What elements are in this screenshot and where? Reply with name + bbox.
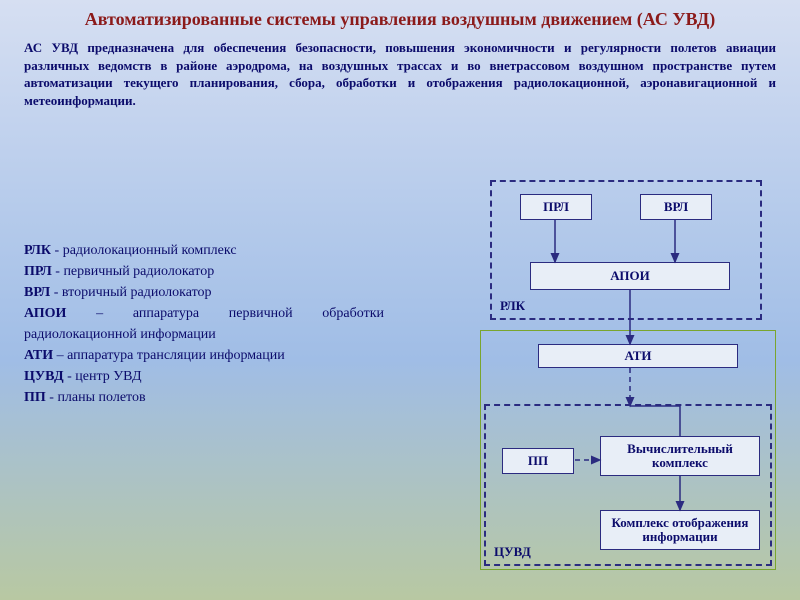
glossary-item: ПП - планы полетов (24, 387, 384, 408)
page-title: Автоматизированные системы управления во… (0, 0, 800, 31)
glossary-item: ЦУВД - центр УВД (24, 366, 384, 387)
glossary-item: АПОИ – аппаратура первичной обработки ра… (24, 303, 384, 345)
node-koi: Комплекс отображения информации (600, 510, 760, 550)
node-apoi: АПОИ (530, 262, 730, 290)
node-vrl: ВРЛ (640, 194, 712, 220)
node-vk: Вычислительный комплекс (600, 436, 760, 476)
cuvd-label: ЦУВД (494, 544, 531, 560)
rlk-label: РЛК (500, 298, 525, 314)
glossary-item: РЛК - радиолокационный комплекс (24, 240, 384, 261)
node-prl: ПРЛ (520, 194, 592, 220)
description-text: АС УВД предназначена для обеспечения без… (0, 31, 800, 109)
glossary-item: ПРЛ - первичный радиолокатор (24, 261, 384, 282)
node-ati: АТИ (538, 344, 738, 368)
glossary-item: ВРЛ - вторичный радиолокатор (24, 282, 384, 303)
diagram-area: РЛК ЦУВД ПРЛ ВРЛ АПОИ АТИ ПП Вычислитель… (430, 180, 778, 580)
node-pp: ПП (502, 448, 574, 474)
glossary: РЛК - радиолокационный комплексПРЛ - пер… (24, 240, 384, 408)
glossary-item: АТИ – аппаратура трансляции информации (24, 345, 384, 366)
